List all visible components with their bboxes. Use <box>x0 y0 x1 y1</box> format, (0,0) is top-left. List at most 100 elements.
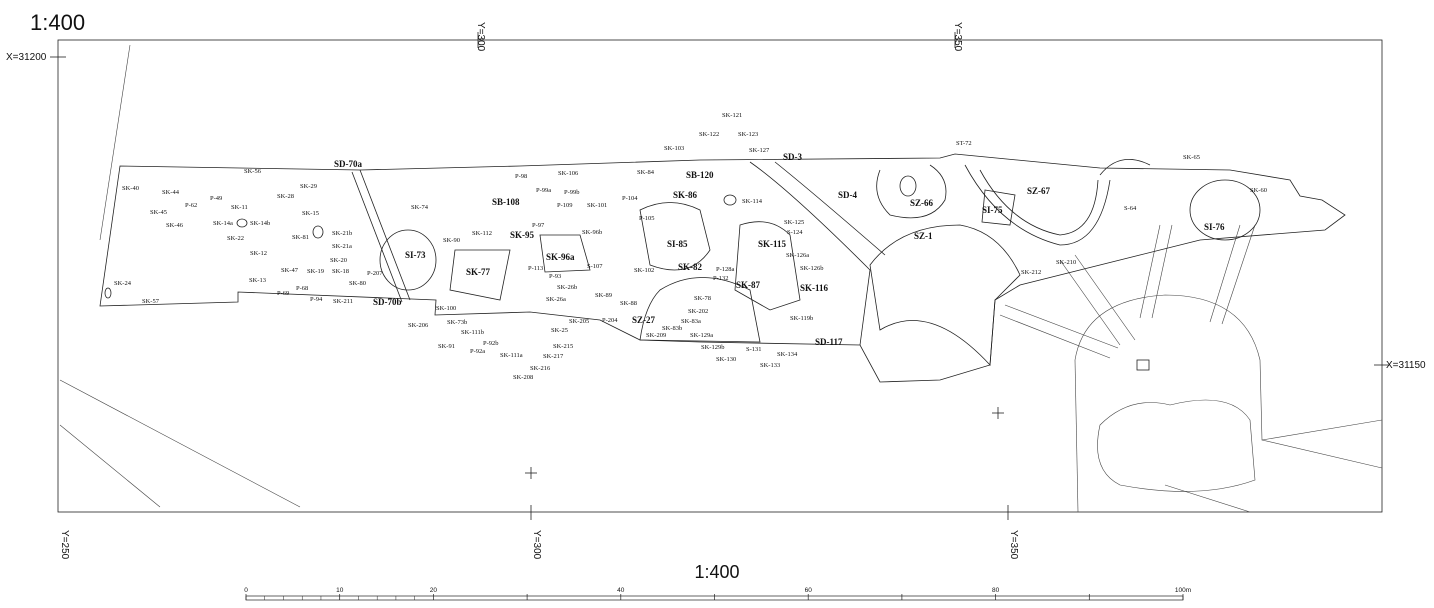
feature-label: P-49 <box>210 195 222 202</box>
feature-label: P-92a <box>470 348 485 355</box>
feature-label: SK-212 <box>1021 269 1041 276</box>
feature-label: SK-102 <box>634 267 654 274</box>
feature-label: SD-70b <box>373 297 402 307</box>
feature-label: SK-106 <box>558 170 579 177</box>
feature-label: SK-65 <box>1183 154 1200 161</box>
feature-label: SK-211 <box>333 298 353 305</box>
feature-label: SK-216 <box>530 365 551 372</box>
feature-label: SK-126b <box>800 265 823 272</box>
feature-label: S-131 <box>746 346 762 353</box>
feature-label: SZ-27 <box>632 315 656 325</box>
feature-label: SK-127 <box>749 147 770 154</box>
feature-label: SK-83a <box>681 318 701 325</box>
feature-label: SK-217 <box>543 353 564 360</box>
feature-label: SK-21a <box>332 243 352 250</box>
scale-bar-label: 60 <box>805 587 813 594</box>
feature-label: SK-91 <box>438 343 455 350</box>
feature-label: SK-209 <box>646 332 666 339</box>
scale-bar-label: 10 <box>336 587 344 594</box>
feature-label: SK-112 <box>472 230 492 237</box>
feature-label: SK-26a <box>546 296 566 303</box>
feature-label: SK-11 <box>231 204 248 211</box>
grid-label: X=31150 <box>1386 360 1426 371</box>
feature-label: SK-18 <box>332 268 349 275</box>
feature-label: SK-116 <box>800 283 829 293</box>
feature-label: SK-202 <box>688 308 708 315</box>
scale-bar-label: 80 <box>992 587 1000 594</box>
feature-label: SK-56 <box>244 168 262 175</box>
feature-label: P-104 <box>622 195 638 202</box>
feature-label: SK-96a <box>546 252 575 262</box>
feature-label: SK-96b <box>582 229 602 236</box>
feature-label: SK-210 <box>1056 259 1076 266</box>
feature-label: SK-205 <box>569 318 589 325</box>
scale-bar-label: 20 <box>430 587 438 594</box>
feature-label: SK-126a <box>786 252 809 259</box>
feature-label: P-98 <box>515 173 527 180</box>
feature-label: SK-111b <box>461 329 484 336</box>
feature-label: SB-108 <box>492 197 520 207</box>
feature-label: SK-90 <box>443 237 460 244</box>
feature-label: SK-74 <box>411 204 429 211</box>
scale-bar-title: 1:400 <box>694 562 739 582</box>
feature-label: P-62 <box>185 202 197 209</box>
scale-title: 1:400 <box>30 10 85 35</box>
feature-label: SK-57 <box>142 298 160 305</box>
feature-label: P-128a <box>716 266 735 273</box>
feature-label: SK-12 <box>250 250 267 257</box>
feature-label: SK-208 <box>513 374 533 381</box>
feature-label: SK-121 <box>722 112 742 119</box>
feature-label: SK-89 <box>595 292 612 299</box>
feature-label: P-69 <box>277 290 289 297</box>
feature-label: SK-29 <box>300 183 317 190</box>
feature-label: S-124 <box>787 229 803 236</box>
feature-label: SK-45 <box>150 209 167 216</box>
feature-label: SK-77 <box>466 267 491 277</box>
feature-label: SK-125 <box>784 219 804 226</box>
feature-label: P-113 <box>528 265 543 272</box>
feature-label: SK-81 <box>292 234 309 241</box>
feature-label: SK-15 <box>302 210 319 217</box>
feature-label: P-68 <box>296 285 308 292</box>
feature-label: P-207 <box>367 270 383 277</box>
grid-label: Y=250 <box>59 530 70 560</box>
feature-label: SI-85 <box>667 239 688 249</box>
feature-label: SK-21b <box>332 230 352 237</box>
feature-label: SK-26b <box>557 284 577 291</box>
feature-label: SI-75 <box>982 205 1003 215</box>
grid-label: Y=350 <box>1008 530 1019 560</box>
feature-label: SK-46 <box>166 222 184 229</box>
feature-label: SK-22 <box>227 235 244 242</box>
feature-label: SK-40 <box>122 185 139 192</box>
feature-label: SZ-66 <box>910 198 934 208</box>
feature-label: SK-100 <box>436 305 456 312</box>
scale-bar: 01020406080100m <box>244 587 1191 600</box>
feature-label: SK-28 <box>277 193 294 200</box>
feature-label: SB-120 <box>686 170 714 180</box>
feature-label: SK-114 <box>742 198 763 205</box>
feature-label: SZ-67 <box>1027 186 1051 196</box>
feature-label: SK-87 <box>736 280 761 290</box>
feature-label: SK-115 <box>758 239 787 249</box>
feature-label: SD-4 <box>838 190 858 200</box>
feature-label: SD-70a <box>334 159 363 169</box>
feature-label: SK-111a <box>500 352 523 359</box>
feature-label: SK-133 <box>760 362 780 369</box>
feature-label: SK-86 <box>673 190 698 200</box>
feature-label: SK-88 <box>620 300 637 307</box>
feature-label: SK-95 <box>510 230 535 240</box>
feature-label: SK-119b <box>790 315 813 322</box>
feature-label: P-93 <box>549 273 561 280</box>
feature-label: SK-14b <box>250 220 270 227</box>
feature-label: SK-20 <box>330 257 347 264</box>
feature-label: P-109 <box>557 202 573 209</box>
feature-label: SK-103 <box>664 145 684 152</box>
feature-label: SK-206 <box>408 322 429 329</box>
feature-label: SK-82 <box>678 262 703 272</box>
feature-label: SI-73 <box>405 250 426 260</box>
site-plan: 1:400 <box>0 0 1434 608</box>
feature-label: S-64 <box>1124 205 1137 212</box>
feature-label: SK-25 <box>551 327 568 334</box>
feature-label: P-99a <box>536 187 551 194</box>
feature-label: SK-14a <box>213 220 233 227</box>
